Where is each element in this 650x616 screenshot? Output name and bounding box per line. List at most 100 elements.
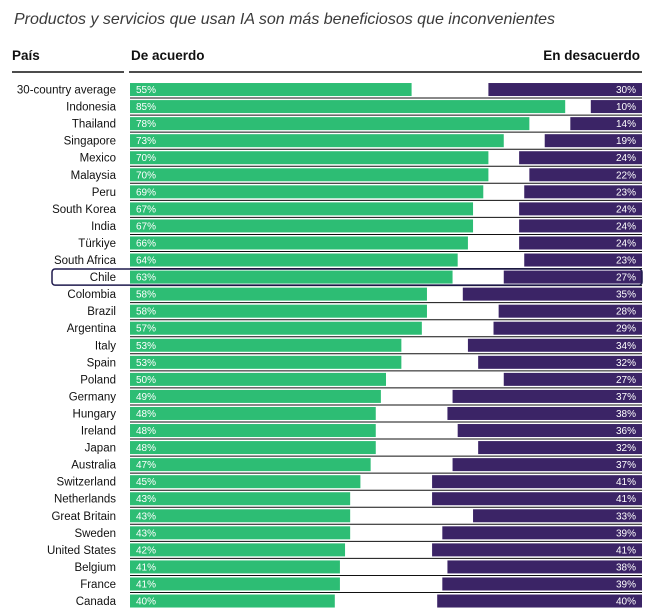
agree-value-label: 70% <box>136 170 156 181</box>
disagree-bar <box>473 509 642 523</box>
agree-value-label: 48% <box>136 426 156 437</box>
disagree-value-label: 23% <box>616 187 636 198</box>
agree-value-label: 69% <box>136 187 156 198</box>
disagree-value-label: 24% <box>616 204 636 215</box>
disagree-value-label: 24% <box>616 238 636 249</box>
chart-title: Productos y servicios que usan IA son má… <box>14 11 555 28</box>
disagree-value-label: 19% <box>616 136 636 147</box>
disagree-value-label: 23% <box>616 256 636 267</box>
disagree-value-label: 14% <box>616 119 636 130</box>
country-label: Ireland <box>81 426 116 438</box>
disagree-bar <box>488 83 642 97</box>
disagree-bar <box>498 304 642 318</box>
country-label: Mexico <box>80 153 116 165</box>
agree-bar <box>130 594 335 608</box>
country-label: Spain <box>87 357 116 369</box>
disagree-bar <box>524 185 642 199</box>
disagree-bar <box>524 253 642 267</box>
disagree-value-label: 36% <box>616 426 636 437</box>
disagree-bar <box>432 475 642 489</box>
country-label: South Africa <box>54 255 117 267</box>
disagree-value-label: 39% <box>616 528 636 539</box>
disagree-bar <box>493 321 642 335</box>
disagree-bar <box>478 441 642 455</box>
disagree-bar <box>519 151 642 165</box>
agree-bar <box>130 492 351 506</box>
country-label: Sweden <box>74 528 116 540</box>
agree-value-label: 50% <box>136 375 156 386</box>
disagree-value-label: 27% <box>616 375 636 386</box>
country-label: Great Britain <box>51 511 116 523</box>
disagree-value-label: 38% <box>616 562 636 573</box>
disagree-bar <box>467 338 642 352</box>
agree-bar <box>130 441 376 455</box>
agree-bar <box>130 83 412 97</box>
agree-value-label: 45% <box>136 477 156 488</box>
disagree-value-label: 38% <box>616 409 636 420</box>
agree-value-label: 67% <box>136 204 156 215</box>
disagree-bar <box>442 577 642 591</box>
disagree-bar <box>447 406 642 420</box>
disagree-value-label: 40% <box>616 597 636 608</box>
agree-bar <box>130 202 474 216</box>
agree-value-label: 49% <box>136 392 156 403</box>
disagree-bar <box>478 355 642 369</box>
disagree-value-label: 27% <box>616 273 636 284</box>
agree-value-label: 70% <box>136 153 156 164</box>
agree-value-label: 53% <box>136 358 156 369</box>
disagree-bar <box>519 202 642 216</box>
disagree-bar <box>447 560 642 574</box>
agree-bar <box>130 168 489 182</box>
country-label: Italy <box>95 340 116 352</box>
agree-bar <box>130 304 427 318</box>
agree-value-label: 43% <box>136 511 156 522</box>
disagree-bar <box>529 168 642 182</box>
disagree-value-label: 10% <box>616 102 636 113</box>
disagree-bar <box>544 134 642 148</box>
agree-bar <box>130 543 346 557</box>
country-label: Poland <box>80 374 116 386</box>
disagree-bar <box>570 117 642 131</box>
agree-bar <box>130 134 504 148</box>
country-label: South Korea <box>52 204 117 216</box>
country-label: Colombia <box>67 289 116 301</box>
disagree-bar <box>462 287 642 301</box>
country-label: Switzerland <box>57 477 116 489</box>
country-label: Peru <box>92 187 116 199</box>
disagree-bar <box>437 594 642 608</box>
header-agree: De acuerdo <box>131 48 205 63</box>
disagree-value-label: 28% <box>616 307 636 318</box>
disagree-value-label: 32% <box>616 358 636 369</box>
disagree-bar <box>519 236 642 250</box>
agree-value-label: 41% <box>136 579 156 590</box>
agree-bar <box>130 389 381 403</box>
country-label: Netherlands <box>54 494 116 506</box>
country-label: Hungary <box>73 408 117 420</box>
disagree-value-label: 41% <box>616 494 636 505</box>
highlight-box <box>51 268 643 286</box>
header-country: País <box>12 48 40 63</box>
disagree-bar <box>503 372 642 386</box>
country-label: Germany <box>69 391 117 403</box>
agree-bar <box>130 526 351 540</box>
country-label: Canada <box>76 596 117 608</box>
disagree-value-label: 35% <box>616 290 636 301</box>
disagree-value-label: 32% <box>616 443 636 454</box>
disagree-bar <box>590 100 642 114</box>
country-label: Chile <box>90 272 116 284</box>
agree-value-label: 64% <box>136 256 156 267</box>
disagree-value-label: 30% <box>616 85 636 96</box>
agree-value-label: 66% <box>136 238 156 249</box>
disagree-value-label: 41% <box>616 545 636 556</box>
agree-bar <box>130 458 371 472</box>
agree-bar <box>130 355 402 369</box>
disagree-bar <box>432 492 642 506</box>
disagree-value-label: 34% <box>616 341 636 352</box>
disagree-bar <box>519 219 642 233</box>
disagree-bar <box>503 270 642 284</box>
disagree-bar <box>452 458 642 472</box>
agree-bar <box>130 270 453 284</box>
agree-value-label: 42% <box>136 545 156 556</box>
agree-bar <box>130 253 458 267</box>
agree-bar <box>130 219 474 233</box>
